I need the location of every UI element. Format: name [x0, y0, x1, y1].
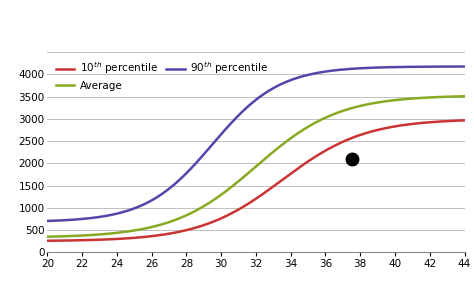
Legend: 10$^{th}$ percentile, Average, 90$^{th}$ percentile: 10$^{th}$ percentile, Average, 90$^{th}$…: [53, 57, 271, 94]
